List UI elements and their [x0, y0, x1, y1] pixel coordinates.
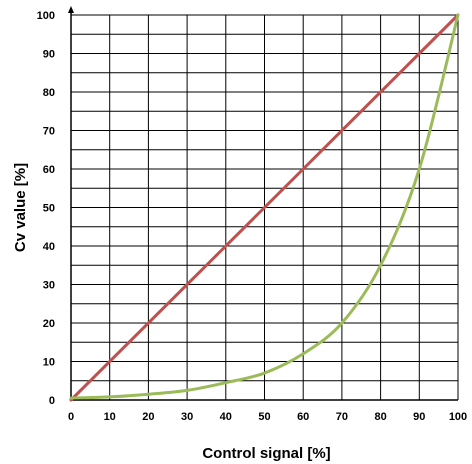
y-axis-title: Cv value [%]: [12, 163, 29, 252]
x-tick-label: 0: [68, 411, 74, 423]
x-tick-label: 90: [413, 411, 425, 423]
x-tick-label: 30: [181, 411, 193, 423]
x-tick-label: 60: [297, 411, 309, 423]
y-tick-label: 60: [43, 164, 55, 176]
chart-grid: [71, 14, 459, 400]
y-tick-label: 40: [43, 241, 55, 253]
y-tick-label: 70: [43, 126, 55, 138]
x-tick-label: 100: [449, 411, 467, 423]
x-tick-label: 80: [374, 411, 386, 423]
y-tick-label: 30: [43, 280, 55, 292]
y-tick-label: 0: [49, 395, 55, 407]
y-tick-label: 80: [43, 87, 55, 99]
x-tick-label: 50: [258, 411, 270, 423]
x-axis-ticks: 0 10 20 30 40 50 60 70 80 90 100: [68, 411, 467, 423]
y-tick-label: 50: [43, 203, 55, 215]
equal-percentage-series-line: [69, 13, 460, 400]
chart-series: [69, 13, 460, 402]
x-tick-label: 70: [336, 411, 348, 423]
y-tick-label: 100: [37, 10, 55, 22]
y-tick-label: 90: [43, 49, 55, 61]
y-axis-ticks: 0 10 20 30 40 50 60 70 80 90 100: [37, 10, 55, 407]
linear-series-line: [69, 13, 460, 402]
y-tick-label: 20: [43, 318, 55, 330]
x-axis-title: Control signal [%]: [202, 445, 330, 462]
x-tick-label: 10: [104, 411, 116, 423]
y-axis-arrow: [68, 6, 74, 13]
x-tick-label: 20: [142, 411, 154, 423]
y-tick-label: 10: [43, 357, 55, 369]
chart-axes: [68, 6, 458, 401]
x-tick-label: 40: [220, 411, 232, 423]
